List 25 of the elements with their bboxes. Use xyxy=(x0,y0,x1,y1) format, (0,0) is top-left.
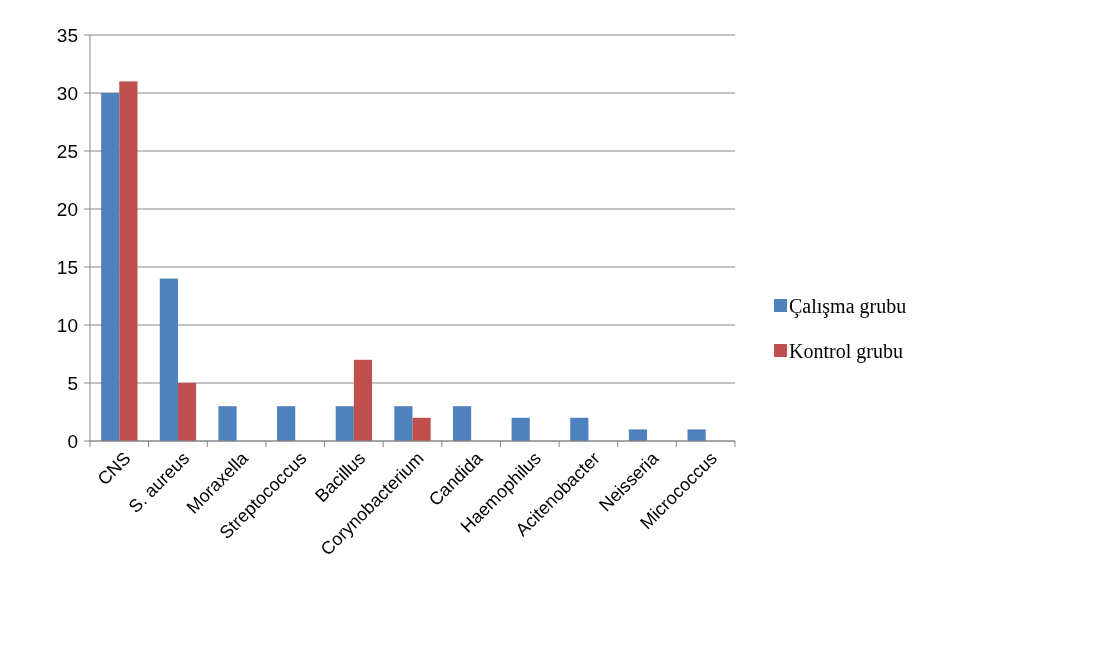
bar xyxy=(511,417,530,441)
bar xyxy=(452,406,472,441)
bar xyxy=(570,417,589,441)
y-tick-label: 35 xyxy=(56,24,78,46)
bar xyxy=(119,81,138,441)
bar xyxy=(628,429,648,441)
y-tick-label: 0 xyxy=(67,430,78,452)
y-tick-label: 15 xyxy=(56,256,78,278)
bar xyxy=(218,406,237,441)
legend-label: Çalışma grubu xyxy=(789,295,907,318)
bar xyxy=(277,406,296,441)
bar xyxy=(177,383,197,441)
bar xyxy=(101,93,120,441)
bar xyxy=(412,417,431,441)
y-tick-label: 25 xyxy=(56,140,78,162)
y-tick-label: 5 xyxy=(67,372,78,394)
y-tick-label: 20 xyxy=(56,198,78,220)
legend-label: Kontrol grubu xyxy=(789,340,903,363)
bar xyxy=(394,406,413,441)
bar xyxy=(159,278,178,441)
y-tick-label: 30 xyxy=(56,82,78,104)
y-tick-label: 10 xyxy=(56,314,78,336)
bar xyxy=(687,429,706,441)
bar xyxy=(335,406,354,441)
bar xyxy=(353,359,373,441)
